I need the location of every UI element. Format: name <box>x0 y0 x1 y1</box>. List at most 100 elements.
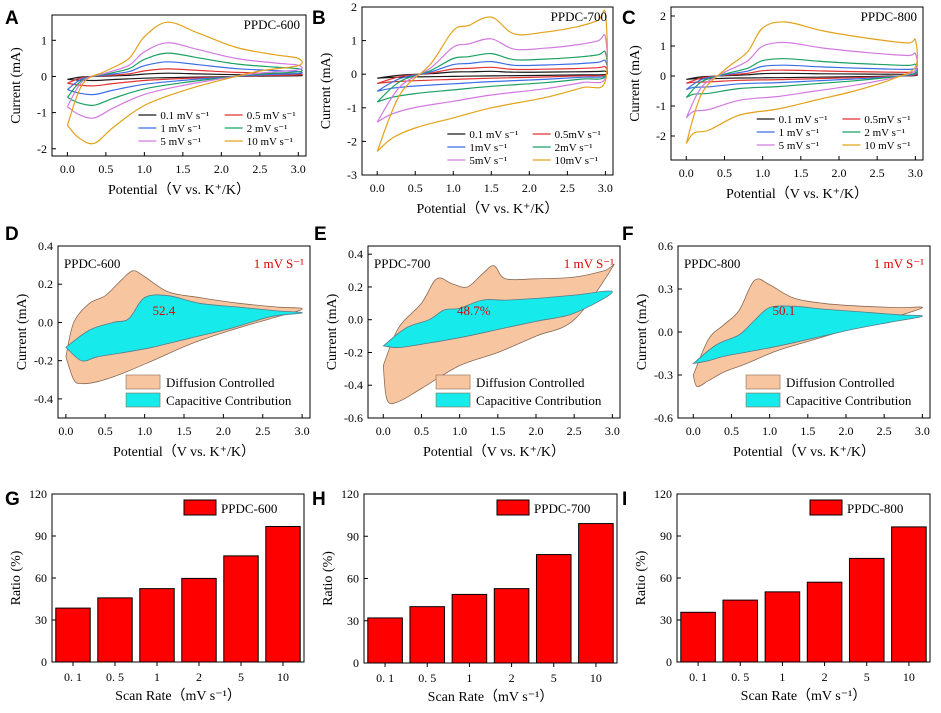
y-tick-label: 1 <box>660 39 666 53</box>
legend-label: Diffusion Controlled <box>166 375 275 390</box>
area-panel-D: -0.4 -0.2 0.0 0.2 0.4 0.0 0.5 1.0 1.5 2.0 2.5 3.0 Po… <box>5 224 311 460</box>
legend-swatch <box>809 499 843 516</box>
y-tick-label: -0.2 <box>34 354 53 368</box>
legend-label: 0.1 mV s⁻¹ <box>779 114 828 126</box>
cv-curve-c10 <box>376 9 608 152</box>
cv-curve-c10 <box>685 21 918 144</box>
panel-letter: E <box>314 224 327 245</box>
x-tick-label: 1.5 <box>484 181 499 195</box>
legend-swatch <box>745 374 781 390</box>
cv-curve-c2 <box>685 58 918 99</box>
cv-panel-C: -2 -1 0 1 2 0.0 0.5 1.0 1.5 2.0 2.5 3.0 Potential（V … <box>622 6 924 202</box>
capacitive-percent: 50.1 <box>772 303 795 318</box>
y-tick-label: -1 <box>656 99 666 113</box>
y-tick-label: -3 <box>347 168 357 182</box>
legend-swatch <box>183 499 217 516</box>
x-tick-label: 2 <box>822 670 828 684</box>
y-axis-label: Ratio (%) <box>634 550 649 605</box>
y-tick-label: 0.4 <box>348 247 363 261</box>
bar-panel-I: 0. 1 0. 5 1 2 5 10 0 30 60 90 120 Scan Rate（mV s⁻¹）… <box>622 487 931 704</box>
bar <box>223 555 259 663</box>
x-axis-label: Scan Rate（mV s⁻¹） <box>741 688 867 704</box>
bar <box>493 588 530 664</box>
bar <box>578 523 614 664</box>
x-tick-label: 1 <box>466 671 472 685</box>
y-tick-label: 30 <box>660 613 672 627</box>
y-tick-label: -0.2 <box>344 345 363 359</box>
y-tick-label: 60 <box>35 571 47 585</box>
scan-rate-label: 1 mV S⁻¹ <box>254 256 304 271</box>
x-tick-label: 0. 5 <box>106 670 124 684</box>
x-axis-label: Scan Rate（mV s⁻¹） <box>115 688 241 704</box>
bar <box>722 599 759 663</box>
x-tick-label: 1.0 <box>137 424 152 438</box>
x-tick-label: 0. 1 <box>64 670 82 684</box>
cv-curve-c05 <box>377 65 609 85</box>
x-tick-label: 5 <box>238 670 244 684</box>
legend-swatch <box>745 392 781 408</box>
y-tick-label: -0.3 <box>654 368 673 382</box>
legend-label: Diffusion Controlled <box>786 375 895 390</box>
x-tick-label: 0.0 <box>679 166 694 180</box>
bar <box>535 554 572 664</box>
panel-letter: D <box>5 224 19 245</box>
x-tick-label: 3.0 <box>908 166 923 180</box>
y-tick-label: 0 <box>666 655 672 669</box>
x-tick-label: 2.0 <box>214 162 229 176</box>
bar <box>265 525 301 663</box>
bar <box>451 593 488 664</box>
legend-label: 0.5mV s⁻¹ <box>864 114 910 126</box>
y-tick-label: 90 <box>347 529 359 543</box>
cv-curve-c2 <box>376 50 609 103</box>
x-axis-label: Potential（V vs. K⁺/K） <box>726 186 868 202</box>
x-tick-label: 2.5 <box>877 424 892 438</box>
legend-label: 10 mV s⁻¹ <box>247 136 293 148</box>
cv-curve-c01 <box>377 70 609 79</box>
bar-panel-G: 0. 1 0. 5 1 2 5 10 0 30 60 90 120 Scan Rate（mV s⁻¹）… <box>5 487 305 704</box>
x-tick-label: 3.0 <box>915 424 930 438</box>
bar-panel-H: 0. 1 0. 5 1 2 5 10 0 30 60 90 120 Scan Rate（mV s⁻¹）… <box>312 487 618 705</box>
x-tick-label: 0.0 <box>376 424 391 438</box>
capacitive-area <box>65 294 303 362</box>
cv-curve-c1 <box>376 59 609 92</box>
legend-label: 10mV s⁻¹ <box>555 155 598 167</box>
x-tick-label: 3.0 <box>598 181 613 195</box>
cv-curve-c1 <box>685 64 918 91</box>
x-tick-label: 0. 1 <box>376 671 394 685</box>
y-tick-label: 0 <box>41 69 47 83</box>
x-tick-label: 0.0 <box>370 181 385 195</box>
plot-frame <box>367 245 621 419</box>
y-tick-label: -1 <box>37 106 47 120</box>
cv-panel-A: -2 -1 0 1 0.0 0.5 1.0 1.5 2.0 2.5 3.0 Potential（V v… <box>5 8 307 198</box>
x-tick-label: 2.5 <box>560 181 575 195</box>
legend-label: PPDC-800 <box>847 501 903 516</box>
x-axis-label: Potential（V vs. K⁺/K） <box>733 444 875 460</box>
bar <box>806 581 843 663</box>
plot-frame <box>361 6 614 176</box>
capacitive-area <box>382 290 613 349</box>
panel-letter: G <box>5 489 20 510</box>
bar <box>139 588 175 663</box>
x-tick-label: 1.0 <box>762 424 777 438</box>
cv-curve-c2 <box>66 52 303 106</box>
x-tick-label: 1.5 <box>490 424 505 438</box>
y-tick-label: 0.2 <box>348 280 363 294</box>
x-tick-label: 0. 5 <box>418 671 436 685</box>
y-axis-label: Current (mA) <box>325 293 340 370</box>
legend-label: 0.1 mV s⁻¹ <box>469 129 518 141</box>
panel-letter: C <box>622 8 636 29</box>
x-tick-label: 0.5 <box>408 181 423 195</box>
bar <box>181 577 217 663</box>
panel-title: PPDC-800 <box>861 9 917 24</box>
capacitive-area <box>691 305 923 365</box>
x-tick-label: 2 <box>509 671 515 685</box>
x-axis-label: Potential（V vs. K⁺/K） <box>108 182 250 198</box>
legend-label: 0.5mV s⁻¹ <box>555 129 601 141</box>
x-axis-label: Potential（V vs. K⁺/K） <box>113 444 255 460</box>
y-tick-label: -2 <box>347 134 357 148</box>
legend-swatch <box>125 374 161 390</box>
panel-letter: H <box>312 489 326 510</box>
y-axis-label: Current (mA) <box>9 47 24 124</box>
cv-curve-c5 <box>376 33 609 123</box>
